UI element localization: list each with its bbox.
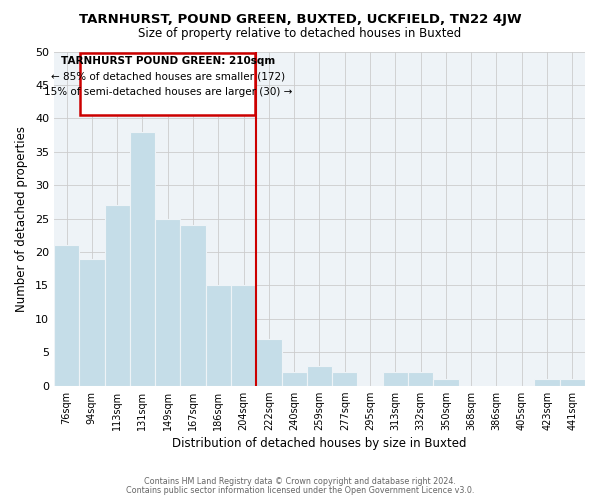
Bar [104,205,130,386]
FancyBboxPatch shape [80,53,255,115]
Bar [130,132,155,386]
Bar [256,339,281,386]
Bar [408,372,433,386]
Bar [535,379,560,386]
Bar [560,379,585,386]
Bar [307,366,332,386]
Bar [383,372,408,386]
Text: TARNHURST POUND GREEN: 210sqm: TARNHURST POUND GREEN: 210sqm [61,56,275,66]
Text: Contains HM Land Registry data © Crown copyright and database right 2024.: Contains HM Land Registry data © Crown c… [144,477,456,486]
Text: 15% of semi-detached houses are larger (30) →: 15% of semi-detached houses are larger (… [44,88,292,98]
Bar [54,246,79,386]
Bar [433,379,458,386]
Text: Contains public sector information licensed under the Open Government Licence v3: Contains public sector information licen… [126,486,474,495]
Bar [206,286,231,386]
Text: Size of property relative to detached houses in Buxted: Size of property relative to detached ho… [139,28,461,40]
Text: ← 85% of detached houses are smaller (172): ← 85% of detached houses are smaller (17… [50,72,285,82]
Bar [155,218,181,386]
Bar [281,372,307,386]
Bar [181,226,206,386]
X-axis label: Distribution of detached houses by size in Buxted: Distribution of detached houses by size … [172,437,467,450]
Y-axis label: Number of detached properties: Number of detached properties [15,126,28,312]
Text: TARNHURST, POUND GREEN, BUXTED, UCKFIELD, TN22 4JW: TARNHURST, POUND GREEN, BUXTED, UCKFIELD… [79,12,521,26]
Bar [332,372,358,386]
Bar [79,258,104,386]
Bar [231,286,256,386]
